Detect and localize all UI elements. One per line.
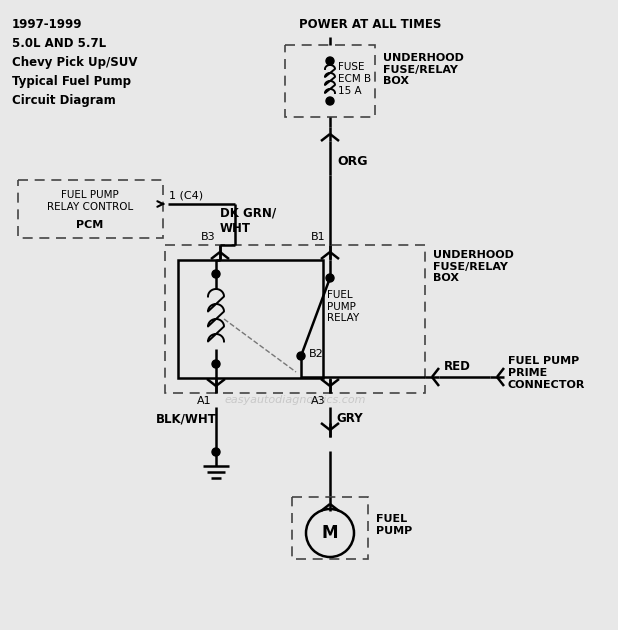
Circle shape — [326, 57, 334, 65]
Text: FUEL
PUMP
RELAY: FUEL PUMP RELAY — [327, 290, 359, 323]
Text: BLK/WHT: BLK/WHT — [156, 412, 217, 425]
Text: 5.0L AND 5.7L: 5.0L AND 5.7L — [12, 37, 106, 50]
Circle shape — [212, 448, 220, 456]
Text: A3: A3 — [311, 396, 326, 406]
Text: UNDERHOOD
FUSE/RELAY
BOX: UNDERHOOD FUSE/RELAY BOX — [433, 250, 514, 284]
Text: FUEL
PUMP: FUEL PUMP — [376, 514, 412, 536]
Text: A1: A1 — [197, 396, 212, 406]
Text: B2: B2 — [309, 349, 324, 359]
Text: DK GRN/
WHT: DK GRN/ WHT — [220, 207, 276, 235]
Text: UNDERHOOD
FUSE/RELAY
BOX: UNDERHOOD FUSE/RELAY BOX — [383, 53, 464, 86]
Text: ORG: ORG — [337, 155, 368, 168]
Text: B3: B3 — [201, 232, 216, 242]
Text: B1: B1 — [311, 232, 326, 242]
Text: FUEL PUMP
RELAY CONTROL: FUEL PUMP RELAY CONTROL — [47, 190, 133, 212]
Circle shape — [212, 270, 220, 278]
Text: Chevy Pick Up/SUV: Chevy Pick Up/SUV — [12, 56, 137, 69]
Text: easyautodiagnostics.com: easyautodiagnostics.com — [224, 395, 366, 405]
Circle shape — [326, 274, 334, 282]
Text: FUSE
ECM B
15 A: FUSE ECM B 15 A — [338, 62, 371, 96]
Text: RED: RED — [444, 360, 471, 373]
Text: 1 (C4): 1 (C4) — [169, 191, 203, 201]
Bar — [18, 180, 163, 238]
Bar — [178, 260, 323, 378]
Circle shape — [212, 360, 220, 368]
Bar — [165, 245, 425, 393]
Text: Circuit Diagram: Circuit Diagram — [12, 94, 116, 107]
Text: FUEL PUMP
PRIME
CONNECTOR: FUEL PUMP PRIME CONNECTOR — [508, 357, 585, 389]
Bar — [292, 497, 368, 559]
Bar — [285, 45, 375, 117]
Circle shape — [326, 97, 334, 105]
Text: Typical Fuel Pump: Typical Fuel Pump — [12, 75, 131, 88]
Text: POWER AT ALL TIMES: POWER AT ALL TIMES — [299, 18, 441, 31]
Text: M: M — [322, 524, 338, 542]
Text: 1997-1999: 1997-1999 — [12, 18, 82, 31]
Circle shape — [297, 352, 305, 360]
Text: PCM: PCM — [77, 220, 104, 230]
Text: GRY: GRY — [336, 412, 363, 425]
